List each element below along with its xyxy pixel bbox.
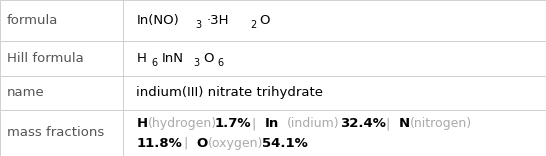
Bar bbox=[123, 76, 546, 110]
Text: ·3H: ·3H bbox=[206, 14, 229, 27]
Bar bbox=[0, 110, 123, 156]
Text: 6: 6 bbox=[217, 58, 223, 68]
Text: 6: 6 bbox=[151, 58, 157, 68]
Text: O: O bbox=[197, 137, 208, 150]
Bar bbox=[123, 41, 546, 76]
Text: mass fractions: mass fractions bbox=[7, 127, 104, 139]
Text: In(NO): In(NO) bbox=[136, 14, 179, 27]
Text: indium(III) nitrate trihydrate: indium(III) nitrate trihydrate bbox=[136, 86, 323, 99]
Text: H: H bbox=[136, 117, 147, 130]
Bar bbox=[123, 110, 546, 156]
Bar bbox=[0, 76, 123, 110]
Bar bbox=[0, 0, 123, 41]
Bar bbox=[0, 41, 123, 76]
Text: 54.1%: 54.1% bbox=[262, 137, 307, 150]
Text: (oxygen): (oxygen) bbox=[209, 137, 264, 150]
Text: |: | bbox=[385, 117, 390, 130]
Text: 3: 3 bbox=[193, 58, 199, 68]
Text: H: H bbox=[136, 52, 146, 65]
Text: (hydrogen): (hydrogen) bbox=[149, 117, 217, 130]
Text: |: | bbox=[183, 137, 187, 150]
Text: (indium): (indium) bbox=[287, 117, 339, 130]
Text: 11.8%: 11.8% bbox=[136, 137, 182, 150]
Text: 1.7%: 1.7% bbox=[214, 117, 251, 130]
Text: In: In bbox=[265, 117, 280, 130]
Text: Hill formula: Hill formula bbox=[7, 52, 84, 65]
Text: (nitrogen): (nitrogen) bbox=[410, 117, 472, 130]
Text: formula: formula bbox=[7, 14, 58, 27]
Text: N: N bbox=[399, 117, 410, 130]
Text: 3: 3 bbox=[195, 20, 201, 30]
Text: O: O bbox=[259, 14, 270, 27]
Text: 32.4%: 32.4% bbox=[340, 117, 386, 130]
Text: name: name bbox=[7, 86, 44, 99]
Text: InN: InN bbox=[162, 52, 183, 65]
Text: |: | bbox=[251, 117, 256, 130]
Bar bbox=[123, 0, 546, 41]
Text: 2: 2 bbox=[250, 20, 256, 30]
Text: O: O bbox=[203, 52, 213, 65]
